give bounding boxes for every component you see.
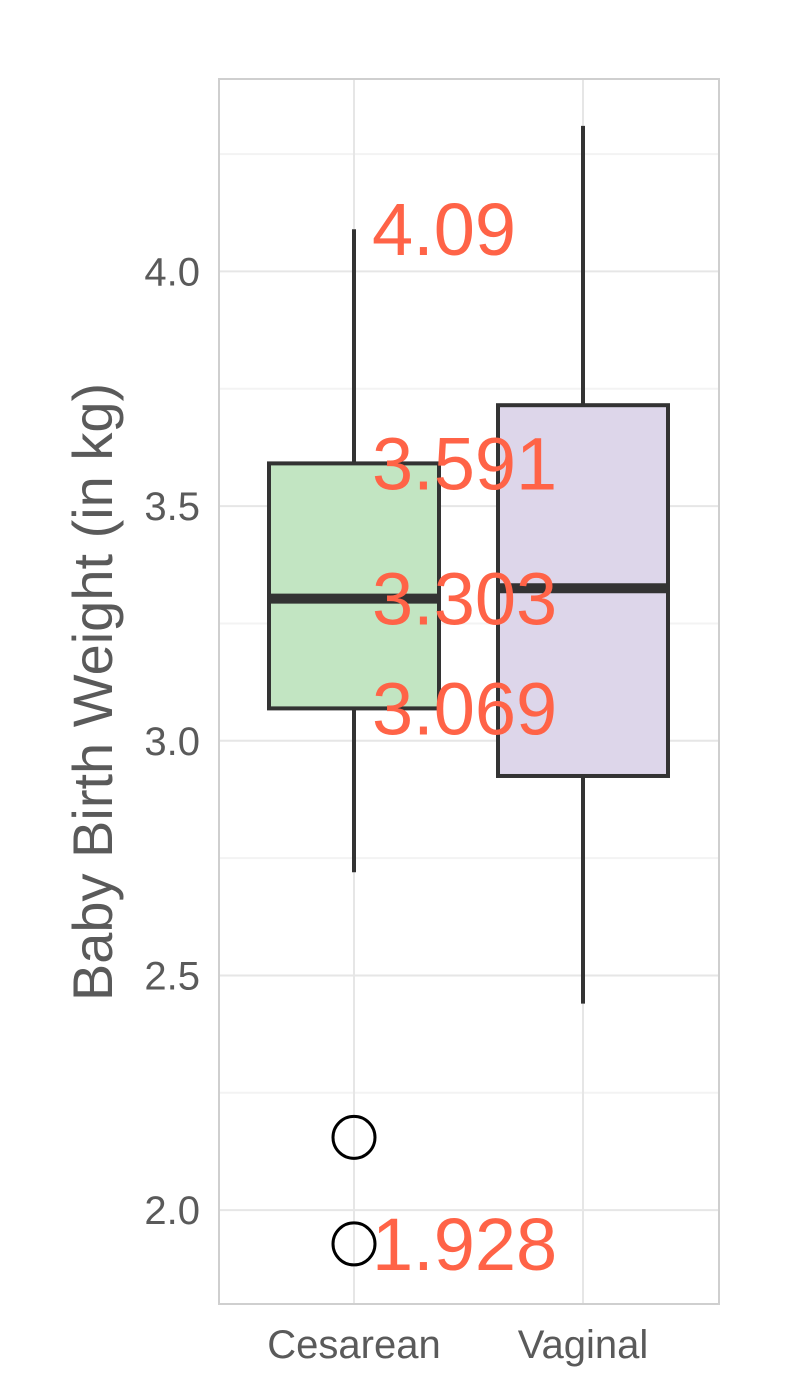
box-cesarean bbox=[267, 229, 441, 1267]
y-tick-label: 2.0 bbox=[144, 1189, 200, 1233]
value-annotations: 4.09 3.591 3.303 3.069 1.928 bbox=[372, 188, 557, 1286]
box-vaginal bbox=[496, 125, 670, 1004]
y-tick-label: 3.0 bbox=[144, 720, 200, 764]
boxes bbox=[267, 125, 670, 1267]
annotation-label: 3.303 bbox=[372, 558, 557, 641]
iqr-box bbox=[267, 461, 441, 711]
y-tick-label: 3.5 bbox=[144, 485, 200, 529]
x-tick-label: Cesarean bbox=[267, 1323, 440, 1367]
outlier-point bbox=[331, 1114, 377, 1160]
y-axis-ticks: 2.0 2.5 3.0 3.5 4.0 bbox=[144, 250, 200, 1233]
annotation-label: 1.928 bbox=[372, 1203, 557, 1286]
plot-panel-border bbox=[218, 78, 720, 1305]
annotation-label: 3.069 bbox=[372, 667, 557, 750]
annotation-label: 4.09 bbox=[372, 188, 516, 271]
y-tick-label: 2.5 bbox=[144, 954, 200, 998]
x-axis-ticks: Cesarean Vaginal bbox=[267, 1323, 648, 1367]
y-tick-label: 4.0 bbox=[144, 250, 200, 294]
annotation-label: 3.591 bbox=[372, 422, 557, 505]
outlier-point bbox=[331, 1221, 377, 1267]
y-axis-title: Baby Birth Weight (in kg) bbox=[61, 383, 124, 1001]
x-tick-label: Vaginal bbox=[518, 1323, 648, 1367]
